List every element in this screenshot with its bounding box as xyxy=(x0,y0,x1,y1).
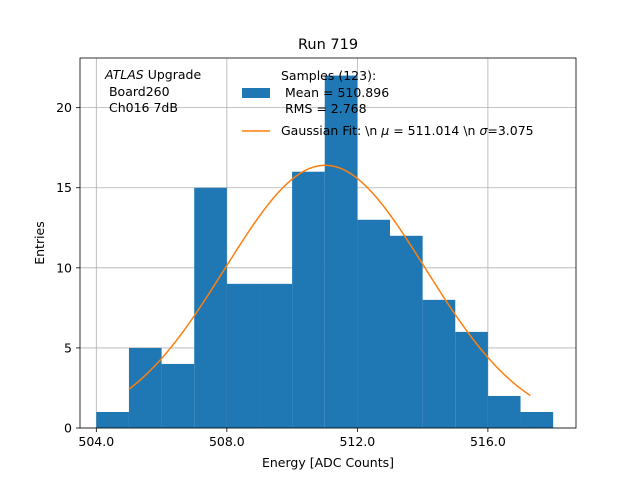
y-axis-ticks: 0 5 10 15 20 xyxy=(56,100,80,436)
y-tick-label: 15 xyxy=(56,180,72,195)
annotation-atlas: ATLAS xyxy=(104,67,144,82)
y-tick-label: 20 xyxy=(56,100,72,115)
histogram-bar xyxy=(357,219,390,428)
chart-title: Run 719 xyxy=(298,37,358,53)
atlas-annotation: ATLAS Upgrade Board260 Ch016 7dB xyxy=(104,67,201,115)
histogram-bar xyxy=(324,75,358,428)
histogram-bars xyxy=(96,75,554,428)
histogram-bar xyxy=(422,299,456,428)
plot-frame xyxy=(79,57,577,429)
x-axis-ticks: 504.0 508.0 512.0 516.0 xyxy=(78,428,506,449)
legend-hist-swatch xyxy=(242,88,270,98)
histogram-bar xyxy=(128,347,162,428)
y-tick-label: 5 xyxy=(64,340,72,355)
histogram-bar xyxy=(455,331,488,428)
legend-fit-sigma-symbol: σ xyxy=(479,123,488,138)
annotation-line-1: ATLAS Upgrade xyxy=(104,67,201,82)
histogram-bar xyxy=(96,411,129,428)
legend-hist-line-3: RMS = 2.768 xyxy=(281,101,367,116)
legend: Samples (123): Mean = 510.896 RMS = 2.76… xyxy=(242,68,534,138)
x-tick-label: 516.0 xyxy=(470,434,506,449)
legend-hist-line-1: Samples (123): xyxy=(281,68,376,83)
x-tick-label: 508.0 xyxy=(209,434,245,449)
histogram-bar xyxy=(226,283,260,428)
histogram-bar xyxy=(487,395,521,428)
x-axis-label: Energy [ADC Counts] xyxy=(262,455,394,470)
legend-fit-sigma-value: =3.075 xyxy=(487,123,533,138)
legend-fit-mu-value: = 511.014 \n xyxy=(389,123,479,138)
histogram-bar xyxy=(520,411,554,428)
y-axis-label: Entries xyxy=(32,221,47,265)
histogram-bar xyxy=(390,235,423,428)
histogram-bar xyxy=(292,171,325,428)
annotation-line-2: Board260 xyxy=(105,84,170,99)
y-tick-label: 0 xyxy=(64,421,72,436)
legend-fit-prefix: Gaussian Fit: \n xyxy=(281,123,381,138)
x-tick-label: 504.0 xyxy=(78,434,114,449)
histogram-bar xyxy=(161,363,195,428)
legend-hist-line-2: Mean = 510.896 xyxy=(281,85,389,100)
legend-fit-label: Gaussian Fit: \n μ = 511.014 \n σ=3.075 xyxy=(281,123,534,138)
histogram-bar xyxy=(259,283,293,428)
annotation-line-3: Ch016 7dB xyxy=(105,100,178,115)
annotation-upgrade: Upgrade xyxy=(144,67,202,82)
legend-fit-mu-symbol: μ xyxy=(380,123,389,138)
gaussian-fit-curve xyxy=(128,164,531,397)
x-tick-label: 512.0 xyxy=(339,434,375,449)
y-tick-label: 10 xyxy=(56,260,72,275)
